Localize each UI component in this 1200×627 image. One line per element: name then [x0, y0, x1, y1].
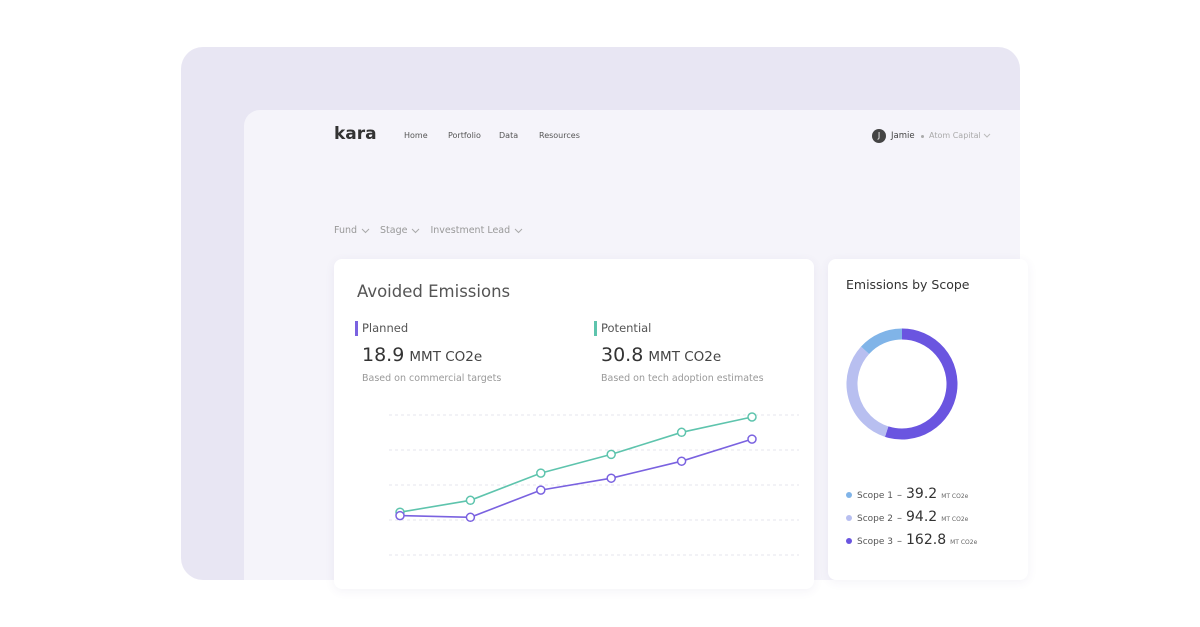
filter[interactable]: Stage	[380, 225, 420, 236]
user-name[interactable]: Jamie	[891, 131, 915, 141]
filters: Fund Stage Investment Lead	[334, 225, 523, 236]
legend-entry: Scope 3–162.8 MT CO2e	[846, 532, 977, 548]
legend-value: 39.2	[906, 486, 938, 502]
donut-segment	[846, 346, 889, 437]
legend-label: Scope 2	[857, 514, 894, 524]
dot	[921, 135, 924, 138]
legend-unit: MT CO2e	[950, 539, 978, 546]
metric-bar	[594, 321, 597, 336]
nav-link[interactable]: Resources	[539, 131, 580, 140]
legend-unit: MT CO2e	[941, 493, 969, 500]
point	[606, 449, 616, 460]
legend-unit: MT CO2e	[941, 516, 969, 523]
point	[395, 510, 405, 521]
point	[536, 468, 546, 478]
legend-label: Scope 3	[857, 537, 894, 547]
metric-row: 18.9 MMT CO2e	[362, 346, 482, 365]
nav-link[interactable]: Portfolio	[448, 131, 481, 140]
nav-link[interactable]: Home	[404, 131, 428, 140]
legend-dot	[846, 492, 852, 498]
filter-label: Stage	[380, 225, 408, 236]
donut-segment	[884, 328, 958, 440]
point	[465, 512, 476, 523]
avatar[interactable]: J	[872, 129, 886, 143]
avatar-initial: J	[877, 131, 881, 140]
metric-name: Planned	[362, 321, 409, 335]
card-title: Emissions by Scope	[846, 277, 970, 292]
point	[606, 473, 616, 483]
logo[interactable]: kara	[334, 124, 377, 144]
legend-entry: Scope 1–39.2 MT CO2e	[846, 486, 968, 502]
point	[676, 456, 687, 466]
legend-separator: –	[897, 513, 903, 524]
filter-label: Fund	[334, 225, 358, 236]
point	[747, 412, 757, 422]
point	[676, 427, 687, 438]
filter[interactable]: Fund	[334, 225, 370, 236]
filter-label: Investment Lead	[430, 225, 511, 236]
chevron[interactable]	[983, 133, 991, 139]
point	[536, 485, 546, 495]
legend-separator: –	[897, 490, 903, 501]
point	[465, 495, 476, 506]
metric-note: Based on commercial targets	[362, 373, 502, 384]
metric-name: Potential	[601, 321, 652, 335]
grid	[389, 414, 799, 556]
metric-value: 18.9	[362, 344, 405, 366]
series-line	[399, 438, 753, 519]
legend-entry: Scope 2–94.2 MT CO2e	[846, 509, 968, 525]
legend-value: 94.2	[906, 509, 938, 525]
legend-dot	[846, 515, 852, 521]
legend-value: 162.8	[906, 532, 947, 548]
card-title: Avoided Emissions	[357, 282, 511, 301]
donut-chart	[846, 328, 958, 440]
metric-value: 30.8	[601, 344, 644, 366]
scope-card: Emissions by Scope Scope 1–39.2 MT CO2e Sc…	[828, 259, 1028, 580]
metric-note: Based on tech adoption estimates	[601, 373, 764, 384]
user-org[interactable]: Atom Capital	[929, 131, 981, 140]
metric-row: 30.8 MMT CO2e	[601, 346, 721, 365]
metric-bar	[355, 321, 358, 336]
line-chart	[389, 412, 799, 556]
legend-separator: –	[897, 536, 903, 547]
donut-segment	[860, 328, 903, 355]
metric-unit: MMT CO2e	[648, 349, 722, 365]
point	[747, 434, 757, 444]
legend-label: Scope 1	[857, 491, 894, 501]
series-line	[399, 416, 753, 513]
legend-dot	[846, 538, 852, 544]
metric-unit: MMT CO2e	[409, 349, 483, 365]
filter[interactable]: Investment Lead	[430, 225, 523, 236]
avoided-emissions-card: Avoided Emissions Planned 18.9 MMT CO2e Ba…	[334, 259, 814, 589]
nav-link[interactable]: Data	[499, 131, 519, 140]
